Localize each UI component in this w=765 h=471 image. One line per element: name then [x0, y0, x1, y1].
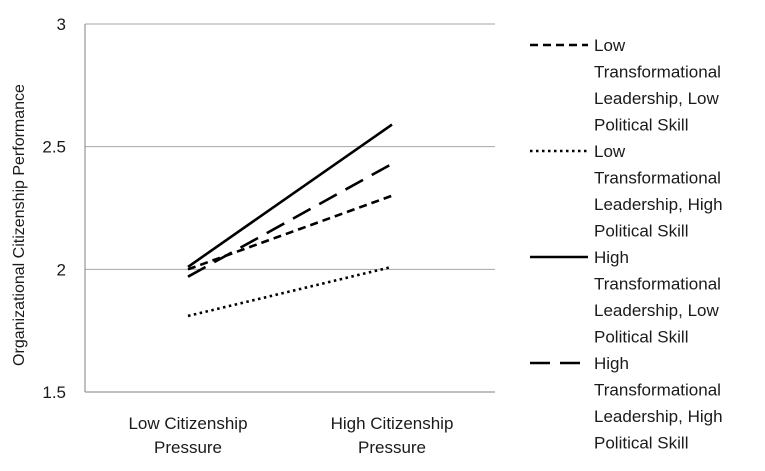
- series-line-3: [187, 123, 393, 268]
- y-axis-label: Organizational Citizenship Performance: [11, 84, 28, 366]
- series-line-2: [187, 265, 393, 318]
- legend: Low Transformational Leadership, Low Politi…: [530, 36, 723, 453]
- y-tick-label: 1.5: [42, 383, 66, 402]
- series-line-4: [187, 162, 393, 278]
- x-tick-labels: Low Citizenship Pressure High Citizenship P…: [128, 414, 453, 457]
- y-tick-label: 2.5: [42, 138, 66, 157]
- x-tick-label: High Citizenship Pressure: [331, 414, 454, 457]
- y-tick-label: 2: [57, 260, 66, 279]
- axes: [84, 24, 495, 393]
- series-lines: [187, 123, 393, 318]
- x-tick-label: Low Citizenship Pressure: [128, 414, 247, 457]
- legend-label-4: High Transformational Leadership, High Poli…: [594, 354, 723, 453]
- gridlines: [85, 23, 495, 270]
- y-tick-labels: 1.5 2 2.5 3: [42, 15, 66, 402]
- legend-label-3: High Transformational Leadership, Low Polit…: [594, 248, 721, 347]
- legend-label-1: Low Transformational Leadership, Low Politi…: [594, 36, 721, 135]
- legend-label-2: Low Transformational Leadership, High Polit…: [594, 142, 723, 241]
- series-line-1: [187, 194, 393, 271]
- y-tick-label: 3: [57, 15, 66, 34]
